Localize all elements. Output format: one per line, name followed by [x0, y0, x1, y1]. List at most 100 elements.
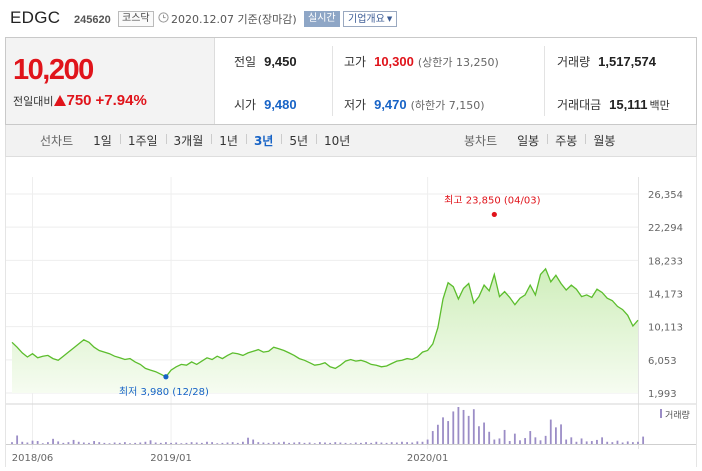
period-toolbar: 선차트 1일 1주일 3개월 1년 3년 5년 10년 봉차트 일봉 주봉 월봉 — [5, 125, 697, 157]
period-tab-line_items-2[interactable]: 3개월 — [165, 132, 212, 149]
volume-bar — [580, 438, 583, 444]
up-triangle-icon — [54, 95, 67, 106]
volume-bar — [436, 424, 439, 444]
volume-bar — [493, 439, 496, 444]
volume-bar — [483, 422, 485, 444]
volume-bar — [16, 435, 19, 444]
volume-bar — [503, 429, 506, 444]
volume-bar — [585, 441, 588, 444]
quote-divider — [332, 46, 333, 116]
volume-bar — [457, 407, 460, 444]
volume-bar — [272, 442, 275, 444]
clock-icon — [158, 12, 169, 23]
volume-bar — [26, 442, 29, 444]
volume-bar — [195, 442, 198, 444]
max-marker — [491, 211, 497, 218]
volume-bar — [77, 441, 80, 444]
volume-bar — [36, 441, 39, 444]
volume-bar — [165, 442, 167, 444]
volume-bar — [472, 409, 475, 444]
volume-bar — [411, 442, 414, 444]
volume-bar — [442, 417, 444, 444]
volume-bar — [365, 442, 367, 444]
volume-bar — [31, 440, 34, 444]
y-tick-label: 14,173 — [648, 290, 683, 301]
volume-bar — [206, 441, 208, 444]
volume-bar — [139, 442, 142, 444]
volume-bar — [524, 438, 527, 444]
volume-bar — [190, 442, 193, 444]
market-badge: 코스닥 — [118, 11, 154, 27]
period-tab-line_items-6[interactable]: 10년 — [316, 132, 358, 149]
y-tick-label: 6,053 — [648, 356, 677, 367]
volume-bar — [62, 442, 65, 444]
period-tab-candle_items-2[interactable]: 월봉 — [585, 132, 623, 149]
period-tab-line_items-4[interactable]: 3년 — [245, 132, 281, 149]
amount-item: 거래대금 15,111 백만 — [557, 96, 670, 113]
volume-bar — [82, 442, 85, 444]
volume-bar — [406, 442, 408, 444]
volume-bar — [519, 440, 521, 444]
quote-summary: 10,200 전일대비 750 +7.94% 전일 9,450 시가 9,480 고가 1… — [5, 37, 697, 125]
min-label: 최저 3,980 (12/28) — [119, 386, 209, 398]
volume-bar — [149, 440, 152, 444]
volume-bar — [298, 442, 301, 444]
volume-bar — [175, 442, 178, 444]
period-tab-line_items-0[interactable]: 1일 — [93, 134, 112, 148]
volume-bar — [513, 433, 516, 444]
volume-bar — [41, 443, 44, 444]
volume-bar — [313, 443, 316, 444]
company-overview-button[interactable]: 기업개요 ▼ — [343, 11, 398, 27]
volume-bar — [123, 442, 126, 444]
price-chart-svg: 26,354 22,294 18,233 14,173 10,113 6,053 1,993… — [6, 177, 696, 464]
high-item: 고가 10,300 (상한가 13,250) — [344, 53, 499, 70]
volume-bar — [426, 439, 429, 444]
volume-bar — [216, 443, 219, 444]
volume-bar — [401, 441, 403, 444]
volume-bar — [354, 442, 357, 444]
volume-bar — [113, 442, 116, 444]
volume-item: 거래량 1,517,574 — [557, 53, 656, 70]
max-label: 최고 23,850 (04/03) — [444, 194, 540, 206]
volume-label: 거래량 — [557, 55, 591, 69]
prev-close-label: 전일 — [234, 55, 257, 69]
volume-bar — [590, 441, 593, 444]
stock-title-bar: EDGC 245620 코스닥 2020.12.07 기준(장마감) 실시간 기… — [0, 0, 702, 36]
volume-bar — [637, 441, 639, 444]
period-tab-line_items-5[interactable]: 5년 — [281, 132, 316, 149]
volume-legend-swatch — [660, 409, 662, 418]
volume-bar — [334, 442, 337, 444]
high-value: 10,300 — [374, 54, 414, 69]
prev-close-item: 전일 9,450 — [234, 53, 297, 70]
volume-bar — [159, 442, 162, 444]
low-value: 9,470 — [374, 97, 407, 112]
volume-bar — [570, 437, 573, 444]
upper-limit: (상한가 13,250) — [417, 56, 499, 69]
open-value: 9,480 — [264, 97, 297, 112]
volume-bar — [529, 431, 532, 444]
volume-bar — [370, 442, 373, 444]
min-marker — [163, 374, 169, 380]
volume-bar — [324, 442, 326, 444]
volume-bar — [154, 442, 157, 444]
y-tick-label: 10,113 — [648, 323, 683, 334]
line-chart-label: 선차트 — [40, 134, 74, 148]
chevron-down-icon: ▼ — [386, 15, 393, 23]
period-tab-candle_items-0[interactable]: 일봉 — [517, 134, 540, 148]
change-rate: +7.94% — [95, 92, 147, 109]
volume-bar — [318, 442, 321, 444]
period-tab-line_items-1[interactable]: 1주일 — [119, 132, 166, 149]
volume-bar — [601, 437, 603, 444]
volume-bar — [488, 431, 491, 444]
volume-bar — [498, 438, 501, 444]
quote-divider — [544, 46, 545, 116]
y-tick-label: 18,233 — [648, 256, 683, 267]
volume-bar — [478, 426, 480, 444]
period-tab-line_items-3[interactable]: 1년 — [211, 132, 246, 149]
volume-bar — [508, 441, 511, 444]
amount-unit: 백만 — [649, 99, 670, 112]
period-tab-candle_items-1[interactable]: 주봉 — [547, 132, 585, 149]
volume-bar — [344, 442, 347, 444]
realtime-button[interactable]: 실시간 — [304, 11, 340, 27]
volume-bar — [390, 442, 393, 444]
